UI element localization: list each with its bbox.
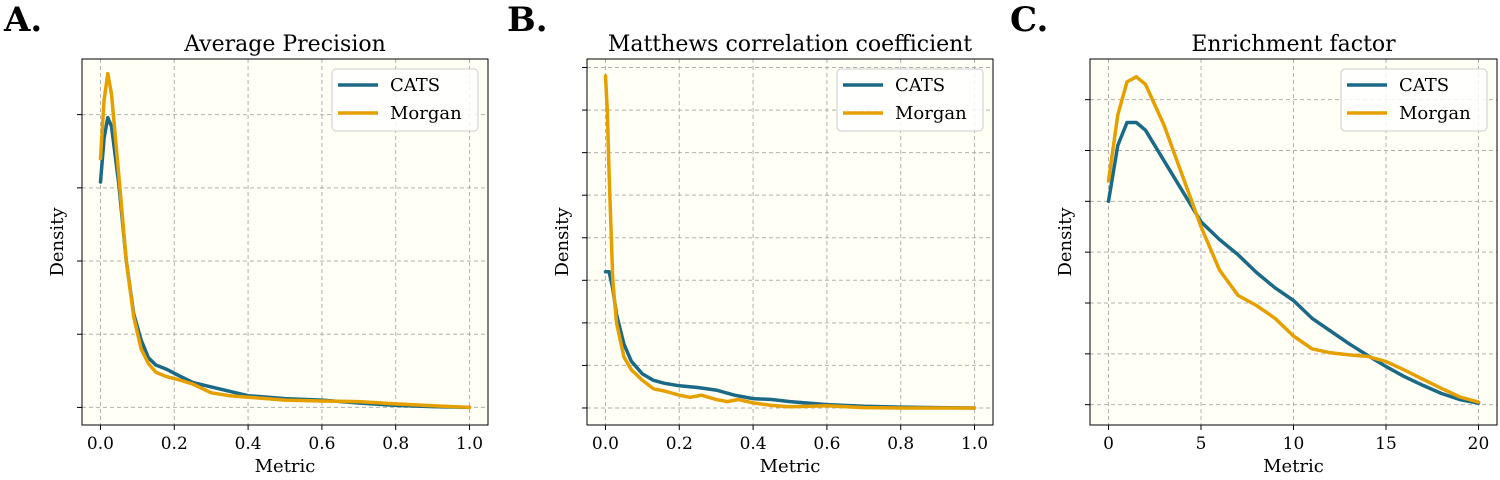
y-axis-label: Density [1055, 207, 1076, 277]
x-tick-label: 0.8 [382, 434, 409, 454]
legend-label-cats: CATS [1399, 75, 1449, 96]
x-axis-label: Metric [1263, 456, 1324, 477]
x-tick-label: 0.0 [87, 434, 114, 454]
legend-label-morgan: Morgan [1399, 103, 1471, 124]
plot-frame [586, 58, 994, 426]
panel-letter-b: B. [507, 0, 548, 40]
legend-label-morgan: Morgan [390, 103, 462, 124]
legend: CATS Morgan [1340, 68, 1488, 132]
chart-title: Matthews correlation coefficient [608, 32, 972, 57]
x-tick-label: 0.2 [161, 434, 188, 454]
legend-label-morgan: Morgan [895, 103, 967, 124]
x-tick-label: 0 [1103, 434, 1114, 454]
panel-a: 0.0 0.2 0.4 0.6 0.8 1.0 Average Precision Metri… [3, 0, 489, 477]
legend-label-cats: CATS [390, 75, 440, 96]
x-tick-label: 1.0 [961, 434, 988, 454]
series-line-morgan [98, 71, 472, 410]
plot-frame [81, 58, 489, 426]
x-tick-label: 0.2 [666, 434, 693, 454]
x-tick-label: 1.0 [456, 434, 483, 454]
series-line-morgan [603, 74, 977, 410]
y-axis-label: Density [47, 207, 68, 277]
legend: CATS Morgan [331, 68, 479, 132]
y-axis-label: Density [552, 207, 573, 277]
series-line-cats [1106, 120, 1481, 405]
x-tick-label: 0.6 [308, 434, 335, 454]
legend-label-cats: CATS [895, 75, 945, 96]
x-tick-label: 0.6 [813, 434, 840, 454]
x-tick-label: 20 [1468, 434, 1490, 454]
legend: CATS Morgan [836, 68, 984, 132]
x-tick-label: 0.4 [235, 434, 262, 454]
x-tick-label: 0.4 [740, 434, 767, 454]
series-line-morgan [1106, 75, 1481, 404]
x-axis-label: Metric [760, 456, 821, 477]
chart-title: Average Precision [183, 32, 386, 57]
x-tick-label: 10 [1283, 434, 1305, 454]
panel-c: 0 5 10 15 20 Enrichment factor Metric Density C.… [1010, 0, 1498, 477]
panel-letter-c: C. [1010, 0, 1048, 40]
x-tick-label: 0.0 [592, 434, 619, 454]
x-tick-label: 5 [1196, 434, 1207, 454]
chart-title: Enrichment factor [1191, 32, 1396, 57]
x-tick-label: 0.8 [887, 434, 914, 454]
panel-b: 0.0 0.2 0.4 0.6 0.8 1.0 Matthews correlation c… [507, 0, 994, 477]
x-axis-label: Metric [255, 456, 316, 477]
x-tick-label: 15 [1375, 434, 1397, 454]
plot-frame [1089, 58, 1498, 426]
panel-letter-a: A. [3, 0, 42, 40]
